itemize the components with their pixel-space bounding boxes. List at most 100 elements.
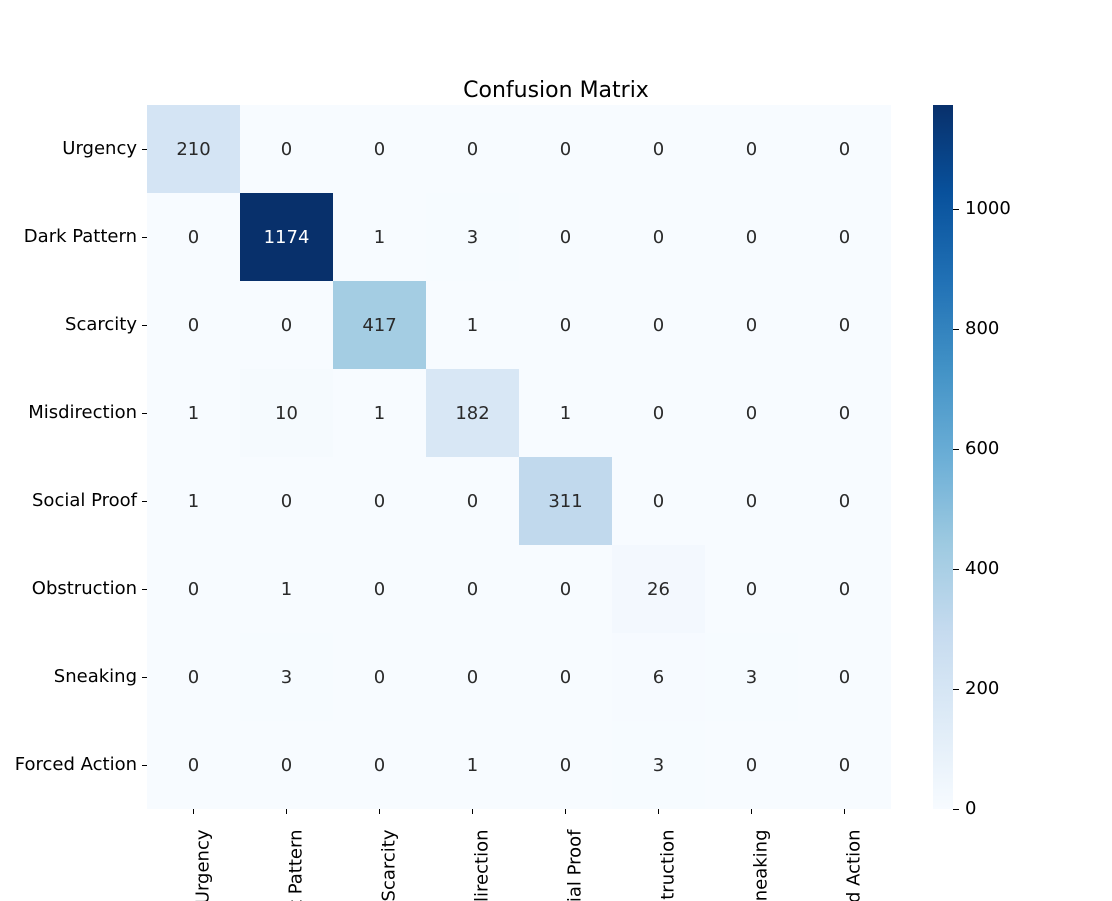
heatmap-cell-value: 0	[612, 457, 705, 545]
heatmap-cell-value: 1174	[240, 193, 333, 281]
heatmap-cell-value: 0	[426, 633, 519, 721]
x-axis-label: Urgency	[192, 830, 213, 901]
heatmap-cell-value: 0	[798, 193, 891, 281]
y-axis-label: Urgency	[62, 138, 137, 159]
heatmap-cell-value: 0	[240, 457, 333, 545]
heatmap-cell-value: 0	[519, 721, 612, 809]
heatmap-cell-value: 0	[798, 633, 891, 721]
heatmap-cell-value: 3	[705, 633, 798, 721]
heatmap-cell-value: 0	[519, 105, 612, 193]
x-tick	[658, 809, 659, 814]
heatmap-cell-value: 417	[333, 281, 426, 369]
y-tick	[142, 325, 147, 326]
heatmap-cell-value: 0	[426, 105, 519, 193]
heatmap-cell-value: 0	[612, 281, 705, 369]
heatmap-cell-value: 0	[519, 545, 612, 633]
x-tick	[844, 809, 845, 814]
colorbar-tick	[953, 449, 959, 450]
x-axis-label: t Pattern	[285, 830, 306, 901]
y-tick	[142, 677, 147, 678]
heatmap-cell-value: 0	[147, 193, 240, 281]
y-axis-label: Dark Pattern	[24, 226, 137, 247]
heatmap-cell-value: 3	[426, 193, 519, 281]
colorbar-gradient	[933, 105, 953, 809]
y-tick	[142, 589, 147, 590]
x-tick	[751, 809, 752, 814]
heatmap-grid: 2100000000011741300000041710000110118210…	[147, 105, 891, 809]
heatmap-cell-value: 0	[519, 281, 612, 369]
y-axis-label: Obstruction	[32, 578, 137, 599]
y-axis-label: Scarcity	[65, 314, 137, 335]
heatmap-cell-value: 0	[798, 105, 891, 193]
heatmap-cell-value: 1	[333, 369, 426, 457]
heatmap-cell-value: 0	[612, 105, 705, 193]
heatmap-cell-value: 6	[612, 633, 705, 721]
y-axis-label: Sneaking	[54, 666, 137, 687]
colorbar-tick-label: 400	[965, 558, 999, 579]
colorbar-tick	[953, 689, 959, 690]
colorbar-tick-label: 800	[965, 318, 999, 339]
heatmap-cell-value: 0	[705, 457, 798, 545]
heatmap-cell-value: 0	[240, 105, 333, 193]
x-tick	[379, 809, 380, 814]
heatmap-cell-value: 0	[612, 369, 705, 457]
heatmap-cell-value: 0	[705, 721, 798, 809]
heatmap-cell-value: 1	[426, 281, 519, 369]
heatmap-cell-value: 0	[705, 369, 798, 457]
x-tick	[193, 809, 194, 814]
colorbar-tick-label: 0	[965, 798, 976, 819]
y-tick	[142, 237, 147, 238]
y-axis-label: Misdirection	[28, 402, 137, 423]
y-axis-label: Social Proof	[32, 490, 137, 511]
heatmap-cell-value: 1	[147, 457, 240, 545]
heatmap-cell-value: 1	[426, 721, 519, 809]
heatmap-cell-value: 182	[426, 369, 519, 457]
heatmap-cell-value: 0	[333, 721, 426, 809]
heatmap-cell-value: 0	[798, 545, 891, 633]
y-tick	[142, 413, 147, 414]
colorbar-tick-label: 600	[965, 438, 999, 459]
heatmap-cell-value: 0	[798, 281, 891, 369]
heatmap-cell-value: 0	[240, 721, 333, 809]
colorbar-tick-label: 1000	[965, 198, 1011, 219]
y-tick	[142, 149, 147, 150]
chart-title: Confusion Matrix	[0, 78, 1112, 103]
x-axis-label: d Action	[843, 830, 864, 901]
y-tick	[142, 765, 147, 766]
colorbar-tick	[953, 569, 959, 570]
x-axis-label: neaking	[750, 830, 771, 901]
heatmap-cell-value: 0	[333, 545, 426, 633]
heatmap-cell-value: 0	[519, 633, 612, 721]
x-axis-label: truction	[657, 830, 678, 901]
heatmap-cell-value: 3	[240, 633, 333, 721]
heatmap-cell-value: 0	[798, 721, 891, 809]
heatmap-cell-value: 0	[612, 193, 705, 281]
heatmap-cell-value: 26	[612, 545, 705, 633]
heatmap-cell-value: 0	[798, 457, 891, 545]
heatmap-cell-value: 0	[147, 721, 240, 809]
heatmap-cell-value: 0	[798, 369, 891, 457]
heatmap-cell-value: 1	[147, 369, 240, 457]
heatmap-cell-value: 210	[147, 105, 240, 193]
heatmap-cell-value: 0	[333, 105, 426, 193]
x-tick	[565, 809, 566, 814]
heatmap-cell-value: 0	[705, 193, 798, 281]
x-axis-label: ial Proof	[564, 830, 585, 901]
heatmap-cell-value: 0	[705, 545, 798, 633]
y-axis-label: Forced Action	[15, 754, 137, 775]
heatmap-cell-value: 10	[240, 369, 333, 457]
heatmap-cell-value: 0	[147, 633, 240, 721]
heatmap-cell-value: 0	[240, 281, 333, 369]
colorbar-tick	[953, 329, 959, 330]
heatmap-cell-value: 0	[426, 457, 519, 545]
heatmap-cell-value: 1	[333, 193, 426, 281]
heatmap-cell-value: 1	[240, 545, 333, 633]
heatmap-cell-value: 0	[426, 545, 519, 633]
heatmap-cell-value: 0	[705, 281, 798, 369]
x-axis-label: Scarcity	[378, 830, 399, 901]
x-axis-label: lirection	[471, 830, 492, 901]
colorbar-tick	[953, 809, 959, 810]
x-tick	[286, 809, 287, 814]
heatmap-cell-value: 311	[519, 457, 612, 545]
heatmap-cell-value: 0	[705, 105, 798, 193]
